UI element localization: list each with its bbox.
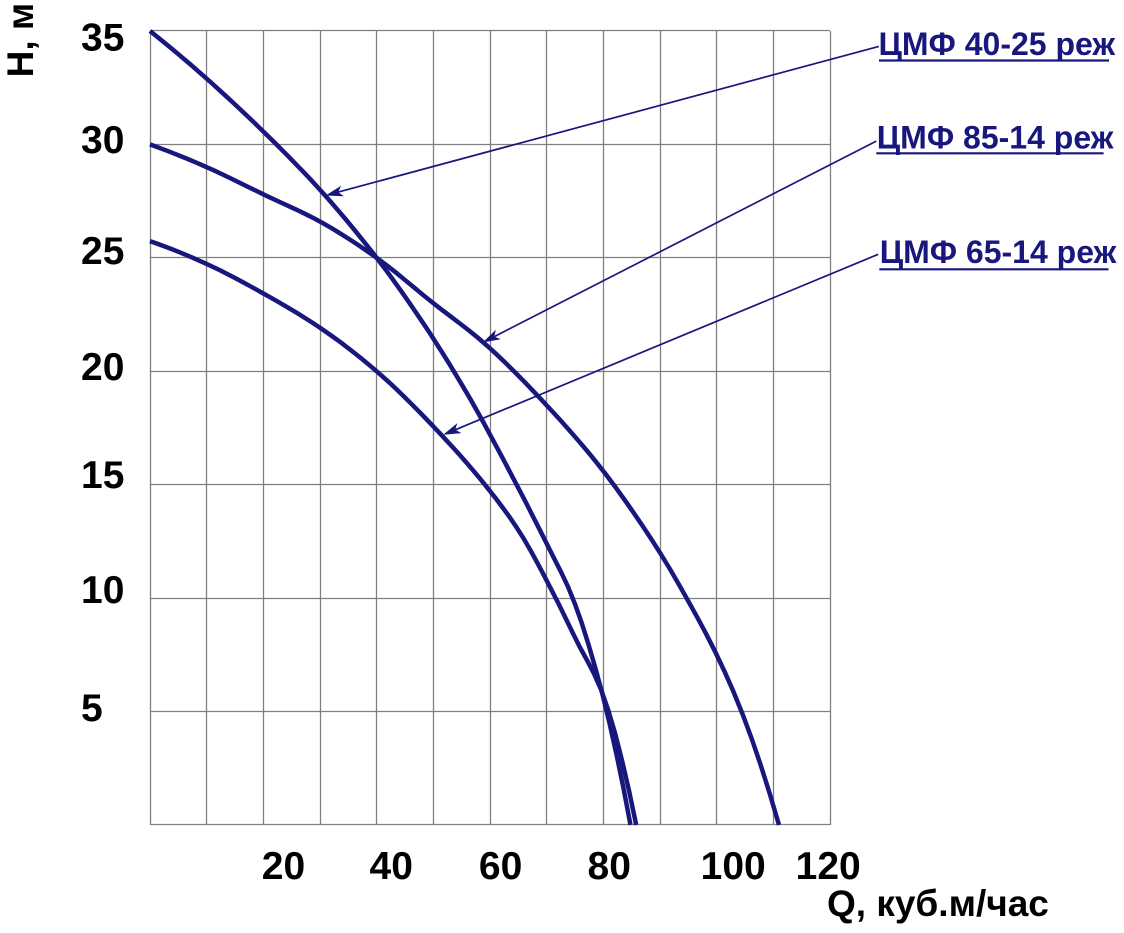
svg-text:40: 40 [370,845,413,888]
svg-text:10: 10 [81,569,124,612]
svg-text:ЦМФ 85-14 реж: ЦМФ 85-14 реж [877,119,1114,155]
svg-text:60: 60 [479,845,522,888]
svg-text:30: 30 [81,119,124,162]
svg-text:100: 100 [701,845,766,888]
svg-text:25: 25 [81,230,124,273]
svg-text:120: 120 [796,845,861,888]
svg-text:80: 80 [588,845,631,888]
svg-text:ЦМФ 65-14 реж: ЦМФ 65-14 реж [880,234,1117,270]
svg-text:5: 5 [81,687,103,730]
svg-text:20: 20 [262,845,305,888]
svg-text:ЦМФ 40-25 реж: ЦМФ 40-25 реж [879,26,1116,62]
svg-text:Н, м: Н, м [0,3,41,78]
svg-text:35: 35 [81,16,124,59]
svg-text:20: 20 [81,346,124,389]
svg-text:15: 15 [81,454,124,497]
svg-text:Q, куб.м/час: Q, куб.м/час [827,883,1049,924]
